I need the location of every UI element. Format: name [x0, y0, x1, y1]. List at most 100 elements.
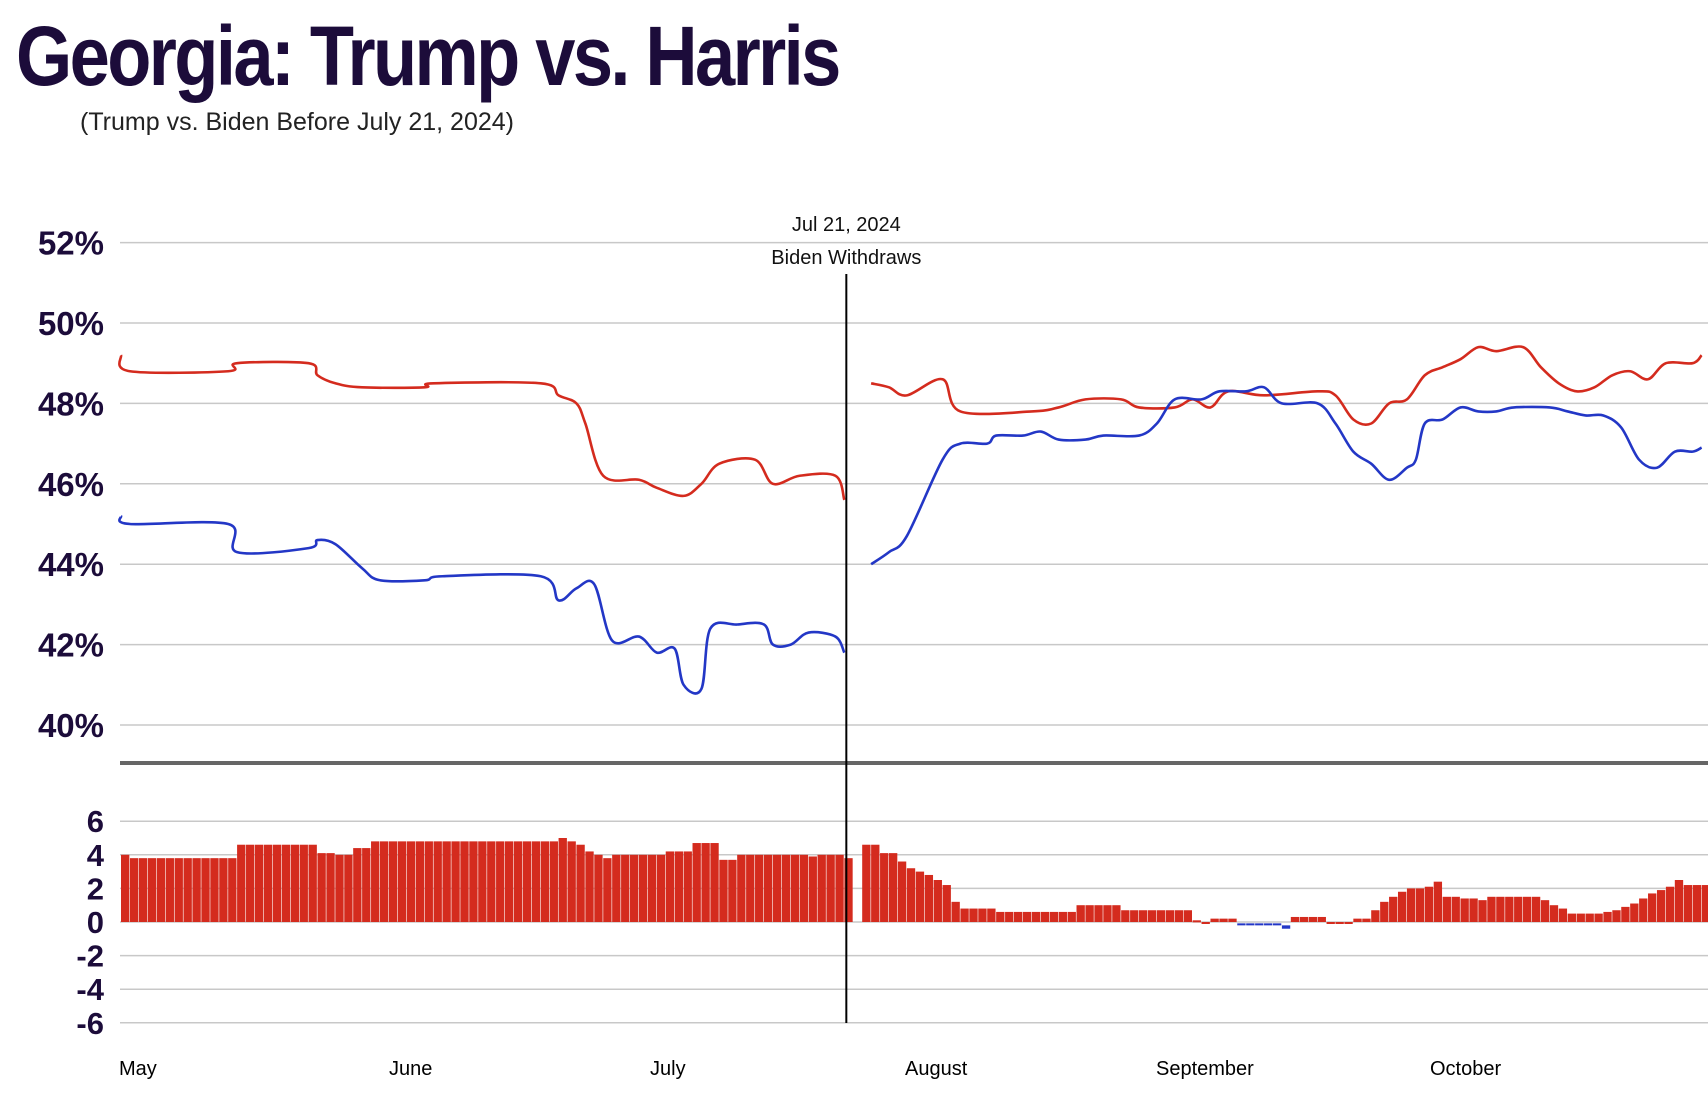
margin-bar [1094, 905, 1103, 922]
margin-bar [1433, 881, 1443, 922]
margin-bar [1505, 896, 1514, 922]
margin-bar [1415, 888, 1425, 922]
margin-bar [1174, 910, 1184, 922]
margin-bar [558, 838, 567, 922]
margin-bar [665, 851, 675, 922]
margin-bar [451, 841, 460, 922]
margin-bar [1040, 911, 1050, 922]
margin-bar [951, 901, 960, 922]
margin-bar [1031, 911, 1041, 922]
margin-bar [469, 841, 478, 922]
annotation-date: Jul 21, 2024 [792, 214, 901, 236]
margin-bar [531, 841, 541, 922]
margin-bar [424, 841, 433, 922]
margin-bar [263, 844, 273, 922]
margin-bar [1049, 911, 1059, 922]
margin-bar [799, 854, 809, 922]
margin-bar [1121, 910, 1130, 922]
y-tick-label: -2 [76, 939, 104, 974]
margin-bar [1424, 886, 1434, 922]
y-tick-label: 4 [87, 838, 105, 873]
margin-bar [1264, 923, 1273, 926]
margin-bar [1058, 911, 1067, 922]
margin-bar [1540, 900, 1550, 922]
margin-bar [317, 853, 326, 922]
margin-bar [1576, 913, 1585, 922]
margin-bar [1549, 905, 1559, 922]
x-month-label: June [389, 1058, 432, 1080]
margin-bar [487, 841, 496, 922]
margin-bar [1469, 898, 1478, 922]
margin-bar [406, 841, 416, 922]
margin-bar [460, 841, 469, 922]
margin-bar [1362, 918, 1371, 922]
margin-bar [228, 858, 237, 922]
y-tick-label: 50% [38, 305, 104, 342]
margin-bar [165, 858, 174, 922]
margin-bar [1656, 890, 1666, 922]
x-month-label: July [650, 1058, 686, 1080]
margin-bar [746, 854, 755, 922]
margin-bar [1558, 908, 1568, 922]
margin-bar [1478, 900, 1487, 922]
margin-bar [1344, 922, 1353, 924]
margin-bar [254, 844, 264, 922]
annotation-event: Biden Withdraws [771, 247, 921, 269]
margin-bar [1246, 923, 1255, 926]
margin-bar [603, 858, 612, 922]
margin-bar [1228, 918, 1237, 922]
y-tick-label: 52% [38, 225, 104, 262]
margin-bar [763, 854, 773, 922]
margin-bar [1567, 913, 1576, 922]
margin-bar [272, 844, 282, 922]
margin-bar [862, 844, 871, 922]
margin-bar [1165, 910, 1175, 922]
margin-bar [826, 854, 835, 922]
margin-bar [728, 859, 737, 922]
margin-bar [1665, 886, 1675, 922]
margin-bar [1648, 893, 1657, 922]
margin-bar [1201, 922, 1210, 924]
y-tick-label: -4 [76, 972, 104, 1007]
margin-bar [246, 844, 255, 922]
margin-bar [1219, 918, 1228, 922]
y-tick-label: -6 [76, 1006, 104, 1041]
margin-bar [504, 841, 514, 922]
y-tick-label: 40% [38, 707, 104, 744]
margin-bar [844, 858, 853, 922]
trump-line [870, 345, 1703, 426]
margin-bar [880, 853, 889, 922]
margin-bar [201, 858, 210, 922]
margin-bar [906, 868, 916, 922]
margin-bar [1460, 898, 1469, 922]
margin-bar [1317, 916, 1326, 922]
margin-bar [1085, 905, 1094, 922]
margin-bar [1594, 913, 1603, 922]
dem-line [870, 385, 1703, 566]
margin-bar [1603, 911, 1612, 922]
margin-bar [1281, 925, 1291, 929]
margin-bar [522, 841, 532, 922]
margin-bar [496, 841, 505, 922]
margin-bar [549, 841, 558, 922]
margin-bar [1621, 906, 1630, 922]
margin-bar [1397, 891, 1407, 922]
margin-bar [1335, 922, 1344, 924]
margin-bar [612, 854, 621, 922]
margin-bar [121, 854, 130, 922]
margin-bar [701, 843, 710, 922]
margin-bar [1406, 888, 1416, 922]
margin-bar [1692, 885, 1702, 922]
margin-bar [1683, 885, 1693, 922]
margin-bar [960, 908, 969, 922]
y-tick-label: 48% [38, 385, 104, 422]
margin-bar [683, 851, 692, 922]
margin-bar [1290, 916, 1300, 922]
margin-bar [1103, 905, 1112, 922]
margin-bar [388, 841, 398, 922]
margin-bar [630, 854, 639, 922]
margin-bar [897, 861, 907, 922]
margin-bar [933, 880, 942, 922]
margin-bar [1531, 896, 1541, 922]
